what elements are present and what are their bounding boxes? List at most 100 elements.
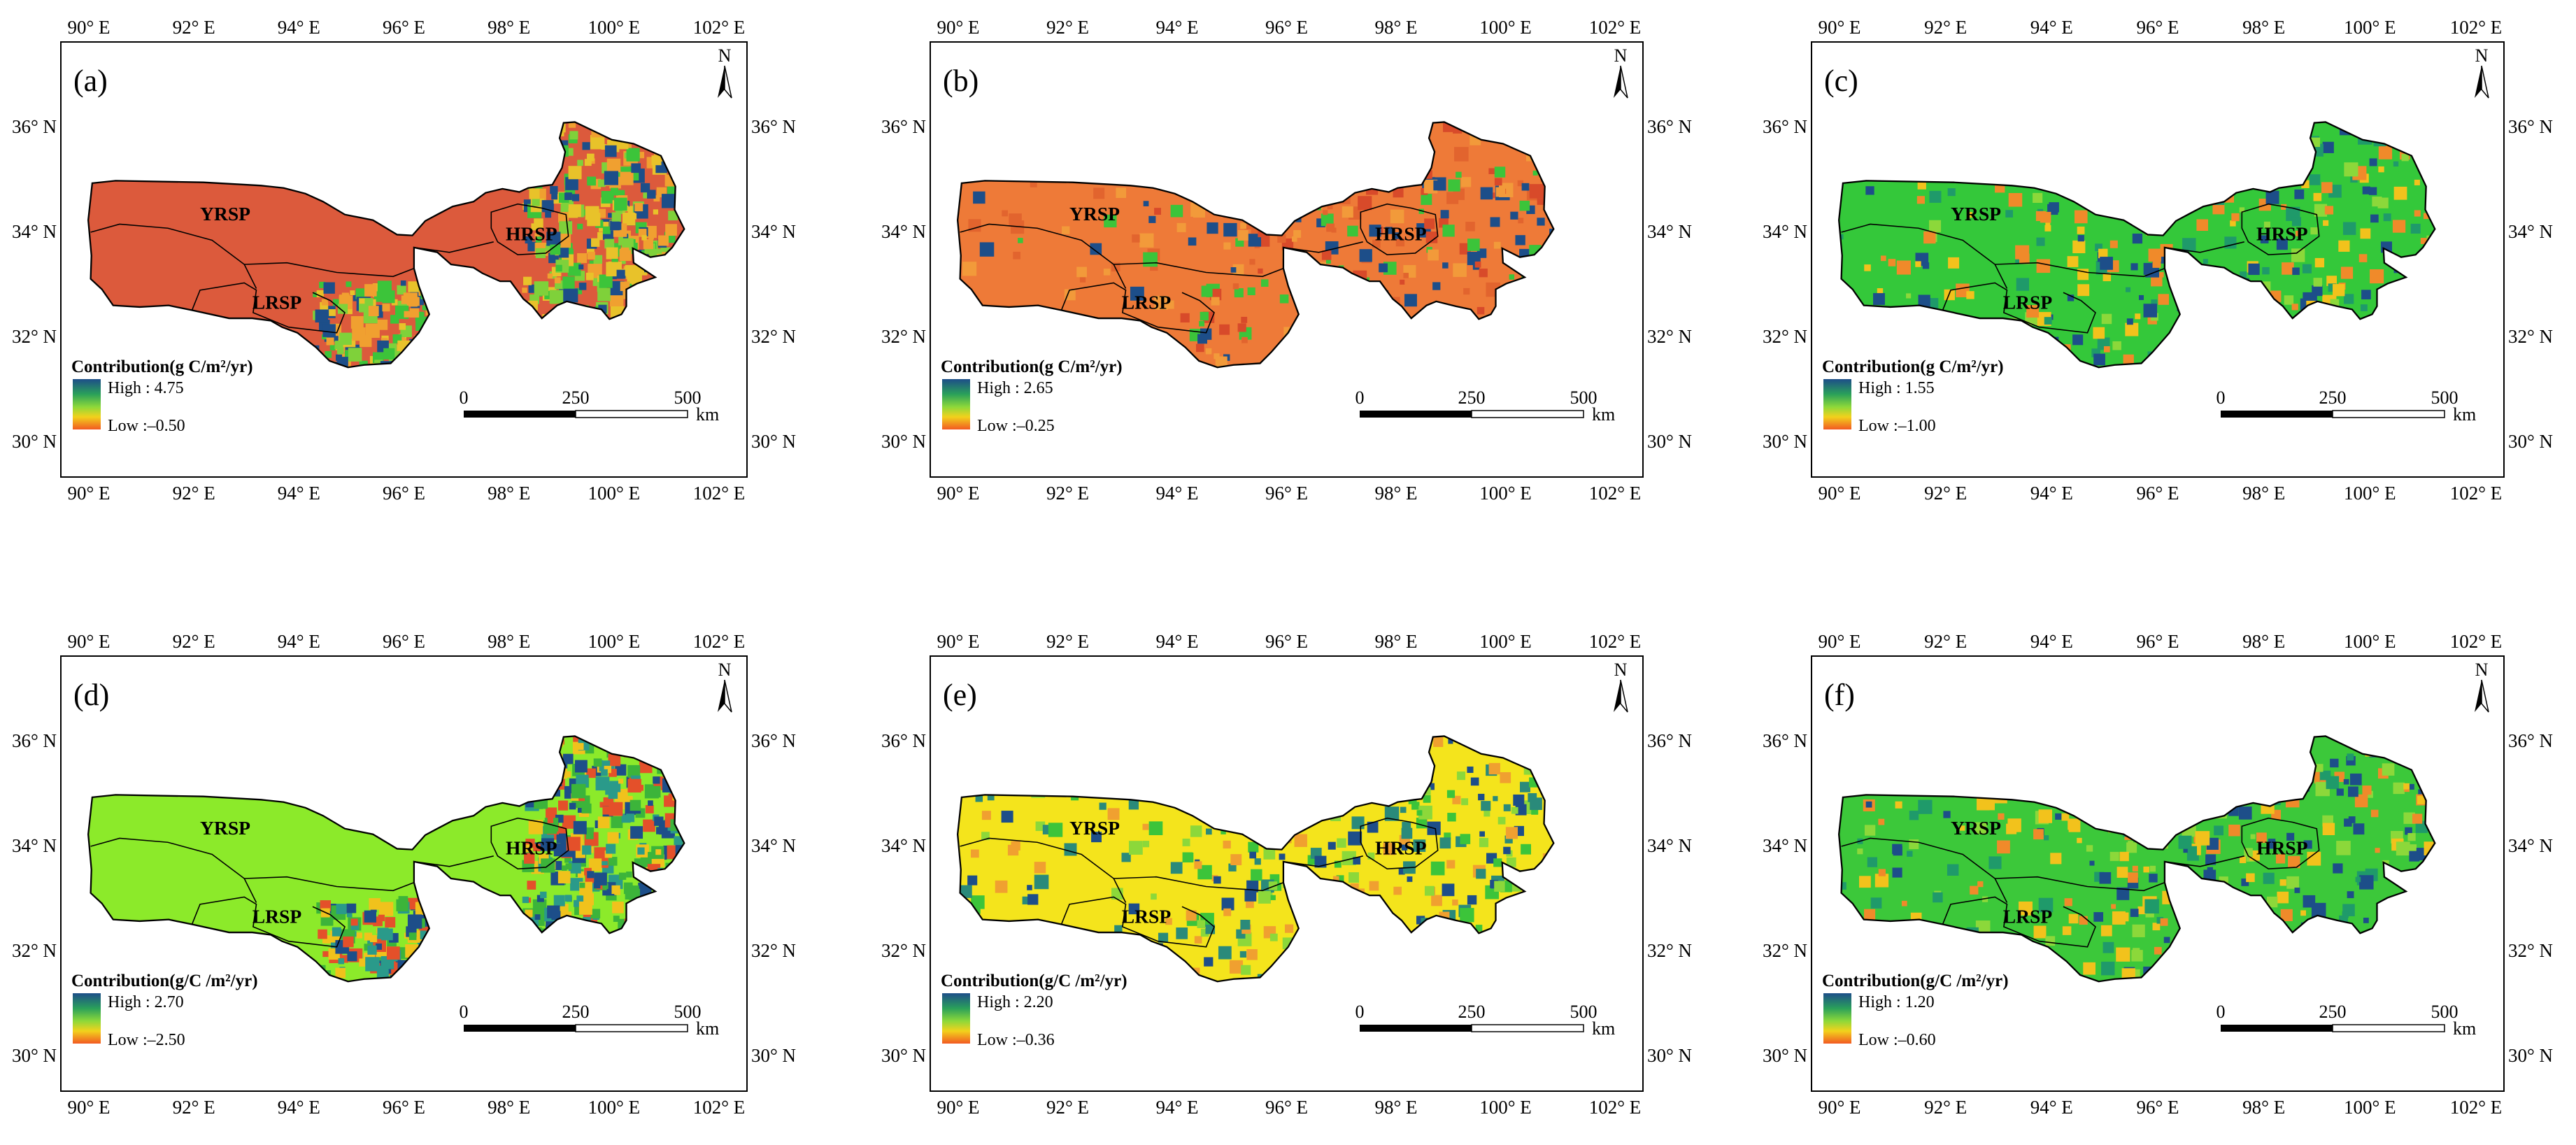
raster-pixel [615, 764, 627, 776]
raster-pixel [352, 327, 366, 341]
scale-unit: km [1592, 1018, 1615, 1039]
north-arrow-icon-half [1620, 679, 1628, 713]
raster-pixel [559, 221, 573, 235]
raster-pixel [550, 244, 561, 255]
raster-pixel [1923, 231, 1936, 244]
raster-pixel [1509, 274, 1515, 280]
raster-pixel [2314, 257, 2325, 268]
raster-pixel [1424, 886, 1435, 896]
raster-pixel [2083, 962, 2095, 975]
raster-pixel [2126, 287, 2131, 292]
raster-pixel [616, 269, 626, 279]
raster-pixel [1888, 259, 1896, 266]
raster-pixel [1027, 885, 1032, 890]
raster-pixel [347, 951, 357, 962]
raster-pixel [1463, 287, 1470, 295]
raster-pixel [1488, 762, 1500, 775]
legend-high: High : 2.70 [108, 993, 184, 1011]
raster-pixel [1906, 293, 1912, 299]
raster-pixel [1901, 900, 1907, 906]
raster-pixel [2410, 223, 2421, 234]
raster-pixel [525, 236, 532, 244]
raster-pixel [2151, 299, 2158, 306]
raster-pixel [2322, 141, 2334, 153]
subbasin-boundary [490, 203, 569, 256]
raster-pixel [2143, 304, 2158, 318]
raster-pixel [1214, 876, 1221, 884]
raster-pixel [1176, 222, 1186, 232]
lon-label-top: 102° E [693, 631, 746, 652]
region-label-lrsp: LRSP [252, 905, 302, 927]
north-label: N [1614, 45, 1628, 66]
lat-label-left: 30° N [881, 1045, 926, 1066]
raster-pixel [2214, 825, 2223, 836]
lon-label-bottom: 100° E [1479, 1097, 1532, 1118]
raster-pixel [1367, 852, 1375, 860]
raster-pixel [2238, 806, 2252, 820]
lon-label-top: 100° E [588, 631, 641, 652]
legend-high: High : 2.65 [977, 379, 1053, 397]
raster-pixel [1479, 268, 1488, 278]
region-label-lrsp: LRSP [1122, 905, 1172, 927]
scale-unit: km [2453, 1018, 2476, 1039]
raster-pixel [568, 208, 578, 218]
raster-pixel [2077, 284, 2090, 297]
lon-label-top: 96° E [2136, 631, 2179, 652]
scale-0: 0 [460, 387, 469, 408]
raster-pixel [1254, 858, 1261, 865]
raster-pixel [1142, 841, 1150, 848]
raster-pixel [326, 337, 334, 346]
raster-pixel [1139, 233, 1154, 248]
raster-pixel [1206, 828, 1212, 835]
raster-pixel [1359, 249, 1372, 262]
raster-pixel [346, 281, 352, 287]
lat-label-right: 36° N [2508, 116, 2553, 137]
raster-pixel [962, 262, 977, 276]
lat-label-right: 34° N [751, 835, 796, 856]
raster-pixel [1001, 811, 1013, 823]
raster-pixel [1493, 241, 1501, 249]
raster-pixel [593, 758, 602, 767]
lon-label-bottom: 98° E [2242, 1097, 2285, 1118]
raster-pixel [973, 191, 985, 204]
raster-pixel [604, 850, 613, 858]
raster-pixel [637, 152, 645, 159]
raster-pixel [2036, 259, 2051, 273]
raster-pixel [604, 171, 618, 185]
raster-pixel [648, 800, 653, 806]
lon-label-bottom: 100° E [1479, 483, 1532, 504]
raster-pixel [2112, 911, 2126, 925]
raster-pixel [1128, 903, 1140, 915]
raster-pixel [322, 935, 331, 944]
raster-pixel [369, 898, 380, 910]
subbasin-boundary [90, 223, 257, 289]
raster-pixel [346, 911, 353, 918]
raster-pixel [1246, 948, 1258, 960]
raster-pixel [1461, 798, 1469, 806]
raster-pixel [1293, 230, 1302, 238]
raster-pixel [608, 857, 618, 866]
lon-label-top: 96° E [383, 17, 425, 38]
raster-pixel [1506, 857, 1516, 867]
raster-pixel [321, 299, 328, 306]
lat-label-right: 30° N [2508, 1045, 2553, 1066]
region-fill [1839, 122, 2435, 368]
region-outline [956, 735, 1555, 983]
north-label: N [1614, 660, 1628, 680]
lon-label-bottom: 90° E [67, 483, 110, 504]
raster-pixel [2333, 284, 2345, 297]
raster-pixel [1493, 858, 1502, 867]
raster-pixel [1207, 222, 1218, 234]
lat-label-right: 34° N [2508, 835, 2553, 856]
raster-pixel [2100, 257, 2113, 270]
raster-pixel [546, 807, 557, 819]
raster-pixel [1404, 294, 1417, 307]
panel-label-e: (e) [943, 678, 977, 712]
raster-pixel [1392, 232, 1400, 239]
raster-pixel [1515, 804, 1527, 816]
raster-pixel [597, 232, 606, 241]
raster-pixel [2393, 782, 2405, 795]
raster-pixel [1186, 910, 1197, 921]
raster-pixel [355, 288, 367, 299]
raster-pixel [2321, 182, 2333, 194]
